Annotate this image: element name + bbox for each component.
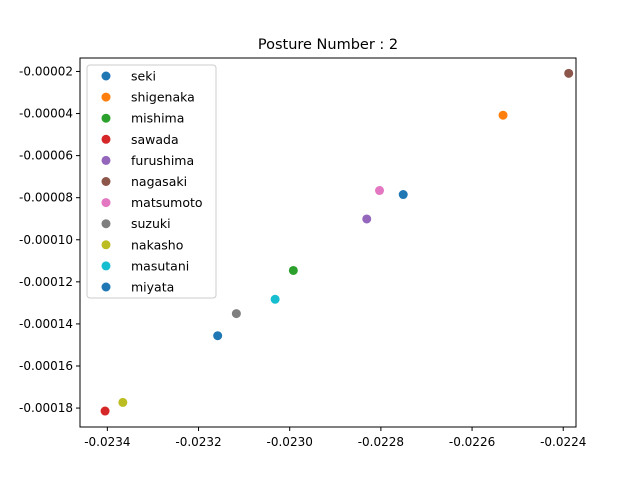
y-tick-label: -0.00006: [19, 149, 73, 163]
legend-label-masutani: masutani: [131, 258, 189, 273]
legend-marker-nakasho: [101, 240, 111, 250]
scatter-point-furushima: [362, 214, 372, 224]
legend-marker-matsumoto: [101, 198, 111, 208]
x-tick-label: -0.0232: [175, 435, 221, 449]
x-tick-label: -0.0230: [267, 435, 313, 449]
legend-marker-shigenaka: [101, 92, 111, 102]
y-tick-label: -0.00008: [19, 191, 73, 205]
legend-label-suzuki: suzuki: [131, 216, 171, 231]
scatter-point-seki: [398, 190, 408, 200]
scatter-point-miyata: [213, 331, 223, 341]
legend-marker-sawada: [101, 134, 111, 144]
legend-label-seki: seki: [131, 69, 156, 84]
chart-title: Posture Number : 2: [258, 37, 398, 53]
legend-marker-mishima: [101, 113, 111, 123]
legend-marker-miyata: [101, 282, 111, 292]
y-tick-label: -0.00014: [19, 317, 73, 331]
x-tick-label: -0.0226: [449, 435, 495, 449]
legend-box: [86, 64, 217, 299]
y-tick-label: -0.00002: [19, 64, 73, 78]
scatter-point-masutani: [270, 294, 280, 304]
scatter-point-mishima: [288, 265, 298, 275]
legend-label-nagasaki: nagasaki: [131, 174, 187, 189]
scatter-point-matsumoto: [375, 186, 385, 196]
y-tick-label: -0.00010: [19, 233, 73, 247]
x-tick-label: -0.0234: [84, 435, 130, 449]
y-tick-label: -0.00018: [19, 401, 73, 415]
plot-frame: [79, 57, 577, 428]
data-points: [100, 68, 574, 416]
scatter-point-nakasho: [118, 397, 128, 407]
y-axis-ticks: -0.00018 -0.00016 -0.00014 -0.00012 -0.00010…: [19, 64, 80, 415]
x-axis-ticks: -0.0234 -0.0232 -0.0230 -0.0228 -0.0226 -0.02…: [84, 427, 586, 449]
legend-label-sawada: sawada: [131, 132, 179, 147]
x-tick-label: -0.0228: [358, 435, 404, 449]
legend-label-miyata: miyata: [131, 280, 174, 295]
scatter-point-shigenaka: [498, 110, 508, 120]
scatter-point-sawada: [100, 406, 110, 416]
y-tick-label: -0.00016: [19, 359, 73, 373]
legend-label-matsumoto: matsumoto: [131, 195, 203, 210]
legend: seki shigenaka mishima sawada furushima nagas…: [86, 64, 217, 299]
legend-label-mishima: mishima: [131, 111, 184, 126]
legend-marker-masutani: [101, 261, 111, 271]
legend-marker-seki: [101, 71, 111, 81]
legend-marker-suzuki: [101, 219, 111, 229]
y-tick-label: -0.00004: [19, 107, 73, 121]
scatter-point-nagasaki: [564, 68, 574, 78]
x-tick-label: -0.0224: [540, 435, 586, 449]
scatter-point-suzuki: [231, 309, 241, 319]
legend-label-shigenaka: shigenaka: [131, 90, 195, 105]
legend-marker-nagasaki: [101, 177, 111, 186]
legend-label-furushima: furushima: [131, 153, 194, 168]
legend-label-nakasho: nakasho: [131, 237, 183, 252]
y-tick-label: -0.00012: [19, 275, 73, 289]
legend-marker-furushima: [101, 155, 111, 165]
